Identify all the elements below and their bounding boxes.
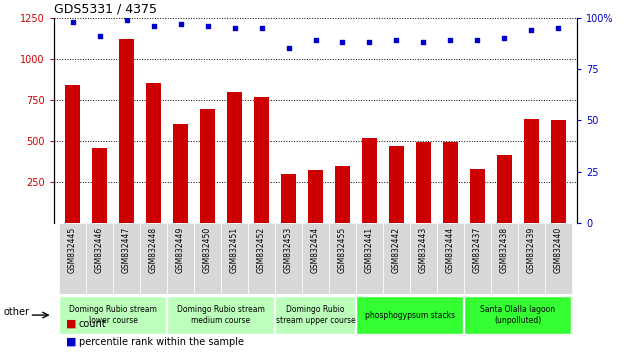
- Bar: [383, 223, 410, 294]
- Text: Domingo Rubio stream
medium course: Domingo Rubio stream medium course: [177, 306, 265, 325]
- Text: Santa Olalla lagoon
(unpolluted): Santa Olalla lagoon (unpolluted): [480, 306, 555, 325]
- Bar: [59, 296, 166, 334]
- Point: [418, 40, 428, 45]
- Bar: [119, 39, 134, 223]
- Bar: [92, 148, 107, 223]
- Point: [68, 19, 78, 25]
- Bar: [167, 296, 274, 334]
- Text: GSM832448: GSM832448: [149, 227, 158, 273]
- Text: GSM832450: GSM832450: [203, 227, 212, 273]
- Text: GSM832455: GSM832455: [338, 227, 347, 273]
- Bar: [491, 223, 518, 294]
- Bar: [356, 296, 463, 334]
- Bar: [113, 223, 140, 294]
- Bar: [86, 223, 113, 294]
- Point: [553, 25, 563, 31]
- Bar: [443, 142, 458, 223]
- Bar: [281, 174, 296, 223]
- Bar: [248, 223, 275, 294]
- Bar: [275, 296, 355, 334]
- Bar: [146, 82, 161, 223]
- Bar: [140, 223, 167, 294]
- Bar: [470, 169, 485, 223]
- Bar: [437, 223, 464, 294]
- Text: phosphogypsum stacks: phosphogypsum stacks: [365, 310, 455, 320]
- Text: GSM832442: GSM832442: [392, 227, 401, 273]
- Text: other: other: [3, 307, 29, 316]
- Bar: [59, 223, 86, 294]
- Point: [148, 23, 158, 29]
- Bar: [308, 170, 323, 223]
- Point: [338, 40, 348, 45]
- Text: GSM832449: GSM832449: [176, 227, 185, 273]
- Text: GSM832454: GSM832454: [311, 227, 320, 273]
- Text: GSM832453: GSM832453: [284, 227, 293, 273]
- Text: GSM832451: GSM832451: [230, 227, 239, 273]
- Bar: [65, 85, 80, 223]
- Bar: [497, 155, 512, 223]
- Text: Domingo Rubio
stream upper course: Domingo Rubio stream upper course: [276, 306, 355, 325]
- Text: GSM832452: GSM832452: [257, 227, 266, 273]
- Bar: [356, 223, 383, 294]
- Text: GSM832447: GSM832447: [122, 227, 131, 273]
- Bar: [464, 223, 491, 294]
- Bar: [362, 138, 377, 223]
- Text: count: count: [79, 319, 107, 329]
- Text: GSM832446: GSM832446: [95, 227, 104, 273]
- Bar: [302, 223, 329, 294]
- Bar: [518, 223, 545, 294]
- Bar: [173, 125, 188, 223]
- Text: Domingo Rubio stream
lower course: Domingo Rubio stream lower course: [69, 306, 157, 325]
- Bar: [410, 223, 437, 294]
- Text: GSM832440: GSM832440: [554, 227, 563, 273]
- Bar: [329, 223, 356, 294]
- Text: ■: ■: [66, 337, 77, 347]
- Point: [499, 35, 509, 41]
- Point: [230, 25, 240, 31]
- Text: GSM832444: GSM832444: [446, 227, 455, 273]
- Bar: [524, 119, 539, 223]
- Text: GSM832441: GSM832441: [365, 227, 374, 273]
- Text: GSM832439: GSM832439: [527, 227, 536, 273]
- Bar: [221, 223, 248, 294]
- Bar: [254, 97, 269, 223]
- Text: GDS5331 / 4375: GDS5331 / 4375: [54, 2, 156, 15]
- Point: [203, 23, 213, 29]
- Bar: [551, 120, 566, 223]
- Point: [95, 33, 105, 39]
- Text: GSM832437: GSM832437: [473, 227, 482, 273]
- Bar: [200, 109, 215, 223]
- Bar: [389, 146, 404, 223]
- Point: [473, 38, 483, 43]
- Point: [391, 38, 401, 43]
- Point: [175, 21, 186, 27]
- Point: [122, 17, 132, 23]
- Bar: [335, 166, 350, 223]
- Text: GSM832438: GSM832438: [500, 227, 509, 273]
- Text: GSM832445: GSM832445: [68, 227, 77, 273]
- Point: [365, 40, 375, 45]
- Point: [445, 38, 456, 43]
- Point: [283, 46, 293, 51]
- Text: percentile rank within the sample: percentile rank within the sample: [79, 337, 244, 347]
- Bar: [227, 92, 242, 223]
- Bar: [194, 223, 221, 294]
- Bar: [464, 296, 571, 334]
- Point: [526, 27, 536, 33]
- Point: [256, 25, 266, 31]
- Bar: [416, 142, 431, 223]
- Text: GSM832443: GSM832443: [419, 227, 428, 273]
- Bar: [167, 223, 194, 294]
- Bar: [545, 223, 572, 294]
- Point: [310, 38, 321, 43]
- Text: ■: ■: [66, 319, 77, 329]
- Bar: [275, 223, 302, 294]
